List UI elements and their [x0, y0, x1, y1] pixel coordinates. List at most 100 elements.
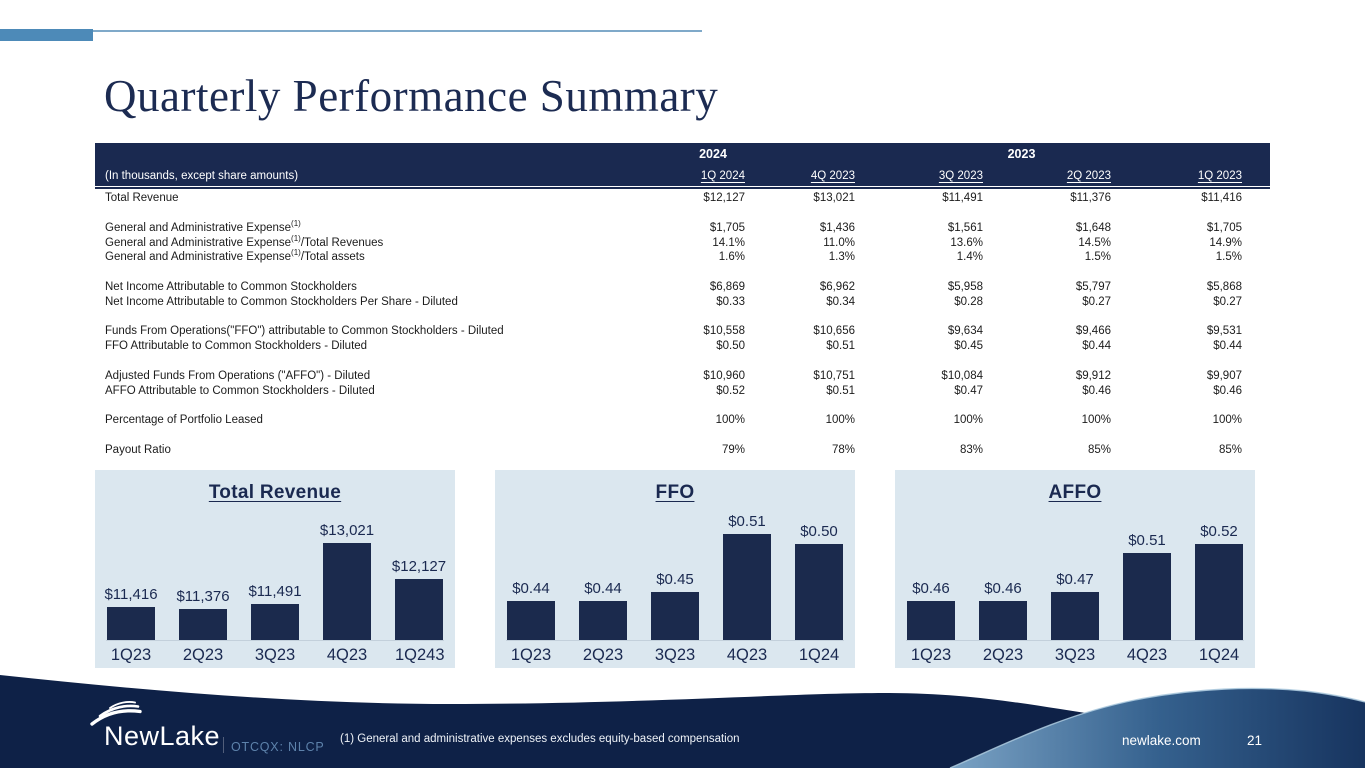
x-axis-label: 4Q23	[726, 646, 768, 664]
x-axis-label: 1Q243	[395, 646, 445, 664]
row-value: $11,416	[1201, 192, 1242, 205]
top-accent-bar	[0, 29, 93, 41]
bar	[395, 579, 443, 640]
row-value: 1.6%	[718, 251, 745, 264]
footer-wave	[0, 675, 1365, 768]
row-value: $6,962	[819, 280, 855, 293]
bar-value-label: $11,491	[248, 583, 302, 600]
bar-value-label: $0.51	[728, 513, 766, 530]
newlake-logo-text: NewLake	[104, 721, 221, 751]
column-header-row: (In thousands, except share amounts) 1Q 2…	[95, 165, 1270, 186]
bar-group: $11,416	[104, 586, 158, 640]
bar-value-label: $0.44	[584, 580, 622, 597]
row-value: $10,960	[703, 369, 745, 382]
row-value: $9,634	[947, 325, 983, 338]
bar-group: $0.44	[579, 580, 627, 640]
row-value: $0.51	[826, 384, 855, 397]
table-row: General and Administrative Expense(1) $1,…	[95, 218, 1270, 236]
bar-group: $0.51	[723, 513, 771, 640]
ticker-label: OTCQX: NLCP	[231, 740, 325, 754]
x-axis-label: 1Q24	[1198, 646, 1240, 664]
quarterly-table: 2024 2023 (In thousands, except share amo…	[95, 143, 1270, 458]
column-header: 3Q 2023	[938, 169, 983, 182]
bar-value-label: $0.47	[1056, 571, 1094, 588]
bar-value-label: $0.51	[1128, 532, 1166, 549]
table-note: (In thousands, except share amounts)	[105, 169, 299, 182]
bar-value-label: $12,127	[391, 558, 447, 575]
bar-group: $0.51	[1123, 532, 1171, 640]
chart-x-axis: 1Q23 2Q23 3Q23 4Q23 1Q24	[506, 646, 844, 665]
x-axis-label: 1Q23	[110, 646, 152, 664]
bar	[251, 604, 299, 640]
bar-value-label: $11,416	[104, 586, 158, 603]
row-label: AFFO Attributable to Common Stockholders…	[105, 384, 375, 397]
row-value: $1,705	[709, 221, 745, 234]
row-value: $1,648	[1075, 221, 1111, 234]
row-label: Percentage of Portfolio Leased	[105, 414, 263, 427]
bar	[179, 609, 227, 640]
x-axis-label: 4Q23	[326, 646, 368, 664]
bar-value-label: $0.46	[912, 580, 950, 597]
table-row: General and Administrative Expense(1)/To…	[95, 233, 1270, 251]
x-axis-label: 2Q23	[182, 646, 224, 664]
row-value: $0.46	[1082, 384, 1111, 397]
logo-divider	[223, 737, 224, 753]
chart-plot: $0.46 $0.46 $0.47 $0.51 $0.52	[906, 470, 1244, 641]
table-spacer-row	[95, 206, 1270, 221]
bar	[323, 543, 371, 640]
bar-group: $0.45	[651, 571, 699, 640]
table-spacer-row	[95, 310, 1270, 325]
table-header: 2024 2023 (In thousands, except share amo…	[95, 143, 1270, 186]
row-value: $10,558	[703, 325, 745, 338]
table-row: Net Income Attributable to Common Stockh…	[95, 295, 1270, 310]
row-value: 79%	[721, 443, 745, 456]
bar-value-label: $0.52	[1200, 523, 1238, 540]
row-value: $0.28	[954, 295, 983, 308]
chart-x-axis: 1Q23 2Q23 3Q23 4Q23 1Q24	[906, 646, 1244, 665]
row-value: $1,436	[819, 221, 855, 234]
page-number: 21	[1247, 733, 1263, 748]
bar-value-label: $0.46	[984, 580, 1022, 597]
x-axis-label: 2Q23	[982, 646, 1024, 664]
row-value: $9,907	[1206, 369, 1242, 382]
row-label: General and Administrative Expense(1)	[105, 218, 301, 234]
footnote-superscript: (1)	[291, 233, 301, 243]
bar	[723, 534, 771, 640]
row-value: 100%	[715, 414, 745, 427]
bar	[1195, 544, 1243, 640]
row-label: Net Income Attributable to Common Stockh…	[105, 295, 458, 308]
year-group-label: 2023	[1007, 147, 1036, 161]
footnote: (1) General and administrative expenses …	[340, 733, 740, 745]
bar	[979, 601, 1027, 640]
row-value: $9,466	[1075, 325, 1111, 338]
bar-value-label: $0.50	[800, 523, 838, 540]
bar	[507, 601, 555, 640]
bar-value-label: $0.45	[656, 571, 694, 588]
row-value: $10,656	[813, 325, 855, 338]
column-header: 2Q 2023	[1066, 169, 1111, 182]
chart-title: AFFO	[1048, 482, 1102, 503]
row-value: 85%	[1218, 443, 1242, 456]
x-axis-label: 1Q24	[798, 646, 840, 664]
bar	[1051, 592, 1099, 640]
row-value: $0.44	[1213, 340, 1242, 353]
bar-group: $11,491	[248, 583, 302, 640]
row-value: 100%	[825, 414, 855, 427]
column-header: 4Q 2023	[810, 169, 855, 182]
chart-panel-affo: $0.46 $0.46 $0.47 $0.51 $0.52 AFFO 1Q23 2Q23 3…	[895, 470, 1255, 668]
year-group-label: 2024	[699, 147, 727, 161]
table-row: Payout Ratio 79% 78% 83% 85% 85%	[95, 443, 1270, 458]
bar-value-label: $11,376	[176, 588, 230, 605]
year-group-row: 2024 2023	[95, 143, 1270, 165]
bar-group: $0.47	[1051, 571, 1099, 640]
chart-panel-ffo: $0.44 $0.44 $0.45 $0.51 $0.50 FFO 1Q23 2Q23 3Q…	[495, 470, 855, 668]
chart-title: FFO	[655, 482, 695, 503]
row-value: $0.52	[716, 384, 745, 397]
row-label: General and Administrative Expense(1)/To…	[105, 248, 365, 264]
row-value: $10,751	[813, 369, 855, 382]
x-axis-label: 3Q23	[1054, 646, 1096, 664]
row-value: 1.5%	[1084, 251, 1111, 264]
row-value: $13,021	[813, 192, 855, 205]
table-spacer-row	[95, 399, 1270, 414]
